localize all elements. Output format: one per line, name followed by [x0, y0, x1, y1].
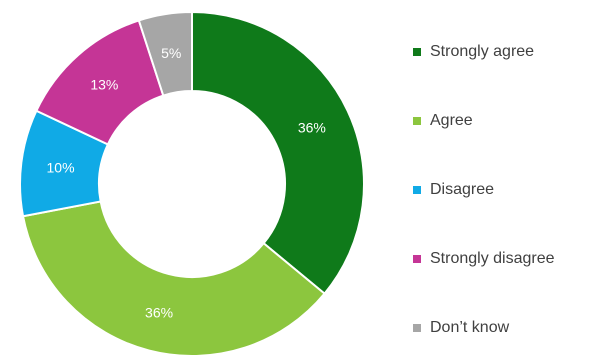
legend-item-strongly-agree: Strongly agree — [413, 40, 598, 64]
legend-item-agree: Agree — [413, 109, 598, 133]
legend-swatch-don-t-know — [413, 324, 421, 332]
data-label-strongly-disagree: 13% — [90, 77, 118, 93]
donut-slice-don-t-know — [137, 10, 193, 97]
data-label-don-t-know: 5% — [161, 45, 181, 61]
legend-item-don-t-know: Don’t know — [413, 316, 598, 340]
legend-label-agree: Agree — [430, 112, 473, 129]
legend-swatch-strongly-agree — [413, 48, 421, 56]
data-label-agree: 36% — [145, 304, 173, 320]
legend-item-strongly-disagree: Strongly disagree — [413, 247, 598, 271]
legend-label-strongly-agree: Strongly agree — [430, 43, 535, 60]
donut-slice-strongly-agree — [191, 10, 365, 296]
legend-label-disagree: Disagree — [430, 181, 495, 198]
legend-swatch-disagree — [413, 186, 421, 194]
legend-swatch-agree — [413, 117, 421, 125]
legend-item-disagree: Disagree — [413, 178, 598, 202]
legend-label-don-t-know: Don’t know — [430, 319, 510, 336]
legend-label-strongly-disagree: Strongly disagree — [430, 250, 555, 267]
data-label-strongly-agree: 36% — [298, 120, 326, 136]
chart-legend: Strongly agree Agree Disagree Strongly disa… — [413, 40, 598, 340]
data-label-disagree: 10% — [47, 159, 75, 175]
donut-slices — [19, 10, 365, 357]
donut-slice-agree — [21, 200, 326, 357]
donut-chart-svg: 36% 36% 10% 13% 5% — [19, 10, 365, 357]
donut-slice-labels: 36% 36% 10% 13% 5% — [47, 45, 326, 320]
legend-swatch-strongly-disagree — [413, 255, 421, 263]
